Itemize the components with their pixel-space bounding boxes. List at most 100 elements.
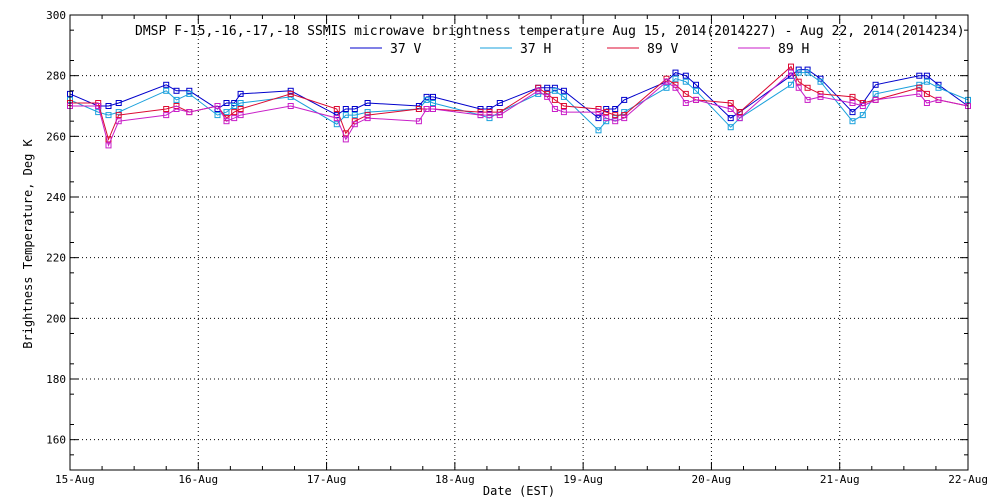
data-point <box>163 106 170 112</box>
data-point <box>595 106 602 112</box>
data-point <box>727 115 734 122</box>
data-point <box>364 100 371 106</box>
data-point <box>621 115 628 122</box>
data-point <box>415 118 422 125</box>
data-point <box>351 121 358 128</box>
data-point <box>560 87 567 94</box>
data-point <box>603 106 610 112</box>
data-point <box>916 84 923 91</box>
data-point <box>333 106 340 112</box>
data-point <box>672 75 679 82</box>
data-point <box>173 87 180 94</box>
data-point <box>672 84 679 91</box>
data-point <box>342 106 349 112</box>
data-point <box>682 72 689 79</box>
data-point <box>603 109 610 116</box>
data-point <box>163 112 170 119</box>
data-point <box>423 96 430 103</box>
data-point <box>535 87 542 94</box>
data-point <box>223 118 230 125</box>
x-tick-label: 19-Aug <box>563 473 603 486</box>
data-point <box>351 112 358 119</box>
axes <box>69 14 969 471</box>
data-point <box>795 84 802 91</box>
x-tick-label: 17-Aug <box>307 473 347 486</box>
x-tick-label: 15-Aug <box>55 473 95 486</box>
data-point <box>560 109 567 116</box>
data-point <box>595 115 602 122</box>
data-point <box>612 118 619 125</box>
data-point <box>935 96 942 103</box>
x-tick-label: 18-Aug <box>435 473 475 486</box>
data-point <box>214 112 221 119</box>
data-point <box>105 112 112 119</box>
data-point <box>95 103 102 109</box>
series-layer <box>67 63 971 149</box>
data-point <box>693 87 699 94</box>
data-point <box>173 106 180 112</box>
data-point <box>923 90 930 97</box>
data-point <box>872 81 879 88</box>
data-point <box>173 96 180 103</box>
data-point <box>849 109 856 116</box>
data-point <box>551 87 558 94</box>
y-tick-label: 220 <box>46 252 66 265</box>
data-point <box>736 109 743 116</box>
chart-title: DMSP F-15,-16,-17,-18 SSMIS microwave br… <box>135 24 965 39</box>
data-point <box>186 90 193 97</box>
data-point <box>186 87 193 94</box>
data-point <box>430 100 436 106</box>
data-point <box>727 106 734 112</box>
data-point <box>551 96 558 103</box>
data-point <box>663 84 670 91</box>
data-point <box>342 136 349 143</box>
data-point <box>486 112 493 119</box>
data-point <box>663 78 670 85</box>
data-point <box>603 115 610 122</box>
x-tick-label: 16-Aug <box>178 473 218 486</box>
data-point <box>560 93 567 100</box>
data-point <box>872 90 879 97</box>
data-point <box>693 81 699 88</box>
data-point <box>817 93 824 100</box>
data-point <box>496 100 503 106</box>
legend-label: 37 V <box>390 42 421 57</box>
data-point <box>849 118 856 125</box>
data-point <box>163 87 170 94</box>
data-point <box>916 72 923 79</box>
data-point <box>105 103 112 109</box>
x-tick-label: 21-Aug <box>820 473 860 486</box>
data-point <box>214 103 221 109</box>
y-tick-label: 280 <box>46 70 66 83</box>
data-point <box>693 96 699 103</box>
y-tick-label: 160 <box>46 434 66 447</box>
data-point <box>287 103 294 109</box>
data-point <box>115 100 122 106</box>
data-point <box>804 96 811 103</box>
data-point <box>237 90 244 97</box>
data-point <box>237 100 244 106</box>
data-point <box>333 115 340 122</box>
data-point <box>727 124 734 131</box>
data-point <box>223 109 230 116</box>
data-point <box>237 112 244 119</box>
data-point <box>430 106 436 112</box>
y-tick-label: 200 <box>46 312 66 325</box>
data-point <box>736 115 743 122</box>
legend-label: 37 H <box>520 42 551 57</box>
x-axis-label: Date (EST) <box>483 484 555 498</box>
data-point <box>351 106 358 112</box>
data-point <box>163 81 170 88</box>
data-point <box>612 112 619 119</box>
data-point <box>486 106 493 112</box>
x-tick-label: 20-Aug <box>692 473 732 486</box>
data-point <box>923 100 930 106</box>
data-point <box>231 115 238 122</box>
data-point <box>231 103 238 109</box>
grid <box>70 15 968 470</box>
data-point <box>804 84 811 91</box>
y-tick-label: 180 <box>46 373 66 386</box>
data-point <box>186 109 193 116</box>
y-axis-label: Brightness Temperature, Deg K <box>21 138 35 348</box>
data-point <box>682 90 689 97</box>
